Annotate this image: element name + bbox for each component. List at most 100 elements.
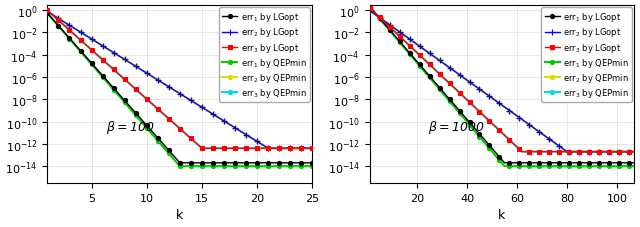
err$_1$ by LGopt bbox=[242, 162, 250, 164]
err$_3$ by LGopt bbox=[198, 147, 206, 150]
err$_2$ by QEPmin bbox=[132, 66, 140, 68]
err$_1$ by QEPmin bbox=[568, 165, 576, 168]
err$_2$ by QEPmin bbox=[242, 134, 250, 136]
err$_1$ by QEPmin bbox=[286, 165, 294, 168]
err$_1$ by LGopt bbox=[209, 162, 217, 164]
err$_1$ by QEPmin bbox=[209, 165, 217, 168]
err$_3$ by QEPmin bbox=[187, 138, 195, 140]
err$_1$ by LGopt bbox=[298, 162, 305, 164]
err$_1$ by LGopt bbox=[286, 162, 294, 164]
err$_1$ by LGopt bbox=[308, 162, 316, 164]
err$_3$ by QEPmin bbox=[198, 147, 206, 150]
err$_3$ by LGopt bbox=[88, 49, 95, 52]
err$_1$ by LGopt bbox=[132, 112, 140, 115]
err$_2$ by QEPmin bbox=[54, 18, 62, 21]
err$_2$ by QEPmin bbox=[445, 67, 453, 70]
err$_3$ by QEPmin bbox=[556, 151, 563, 153]
err$_1$ by QEPmin bbox=[44, 13, 51, 15]
err$_1$ by QEPmin bbox=[603, 165, 611, 168]
err$_3$ by LGopt bbox=[99, 59, 106, 62]
err$_2$ by QEPmin bbox=[121, 59, 129, 62]
err$_1$ by QEPmin bbox=[165, 152, 173, 155]
err$_3$ by QEPmin bbox=[88, 49, 95, 52]
err$_1$ by QEPmin bbox=[616, 165, 623, 168]
err$_2$ by QEPmin bbox=[88, 38, 95, 41]
err$_3$ by QEPmin bbox=[242, 147, 250, 150]
X-axis label: k: k bbox=[176, 209, 184, 222]
err$_1$ by LGopt bbox=[121, 100, 129, 102]
err$_3$ by LGopt bbox=[242, 147, 250, 150]
err$_3$ by QEPmin bbox=[165, 118, 173, 121]
err$_2$ by QEPmin bbox=[365, 10, 373, 13]
err$_2$ by QEPmin bbox=[176, 93, 184, 96]
err$_1$ by QEPmin bbox=[630, 165, 638, 168]
err$_2$ by QEPmin bbox=[143, 72, 150, 75]
err$_3$ by LGopt bbox=[220, 147, 228, 150]
err$_1$ by LGopt bbox=[231, 162, 239, 164]
err$_1$ by QEPmin bbox=[88, 64, 95, 66]
err$_1$ by QEPmin bbox=[77, 51, 84, 54]
err$_3$ by QEPmin bbox=[616, 151, 623, 153]
err$_2$ by LGopt bbox=[231, 127, 239, 130]
Line: err$_1$ by QEPmin: err$_1$ by QEPmin bbox=[367, 5, 637, 168]
err$_2$ by LGopt bbox=[77, 32, 84, 34]
err$_1$ by QEPmin bbox=[154, 140, 162, 142]
err$_1$ by QEPmin bbox=[132, 114, 140, 117]
err$_2$ by LGopt bbox=[66, 25, 74, 27]
err$_1$ by QEPmin bbox=[264, 165, 272, 168]
err$_1$ by QEPmin bbox=[198, 165, 206, 168]
err$_3$ by LGopt bbox=[121, 79, 129, 81]
err$_1$ by QEPmin bbox=[99, 76, 106, 79]
err$_3$ by LGopt bbox=[209, 147, 217, 150]
err$_1$ by LGopt bbox=[99, 75, 106, 78]
Legend: err$_1$ by LGopt, err$_2$ by LGopt, err$_3$ by LGopt, err$_1$ by QEPmin, err$_2$: err$_1$ by LGopt, err$_2$ by LGopt, err$… bbox=[541, 8, 632, 103]
err$_2$ by LGopt bbox=[616, 151, 623, 153]
X-axis label: k: k bbox=[499, 209, 506, 222]
Legend: err$_1$ by LGopt, err$_2$ by LGopt, err$_3$ by LGopt, err$_1$ by QEPmin, err$_2$: err$_1$ by LGopt, err$_2$ by LGopt, err$… bbox=[219, 8, 310, 103]
Line: err$_2$ by LGopt: err$_2$ by LGopt bbox=[367, 9, 637, 155]
err$_2$ by QEPmin bbox=[580, 151, 588, 153]
err$_2$ by QEPmin bbox=[44, 11, 51, 14]
err$_3$ by QEPmin bbox=[253, 147, 261, 150]
err$_1$ by LGopt bbox=[556, 162, 563, 164]
err$_1$ by QEPmin bbox=[253, 165, 261, 168]
err$_2$ by LGopt bbox=[176, 93, 184, 96]
err$_2$ by QEPmin bbox=[165, 86, 173, 89]
err$_1$ by LGopt bbox=[54, 25, 62, 28]
err$_3$ by QEPmin bbox=[630, 151, 638, 153]
Line: err$_2$ by QEPmin: err$_2$ by QEPmin bbox=[45, 10, 314, 151]
err$_1$ by QEPmin bbox=[110, 89, 118, 92]
Line: err$_1$ by LGopt: err$_1$ by LGopt bbox=[45, 12, 314, 165]
err$_2$ by QEPmin bbox=[110, 52, 118, 55]
err$_2$ by QEPmin bbox=[66, 25, 74, 27]
err$_3$ by QEPmin bbox=[568, 151, 576, 153]
err$_1$ by LGopt bbox=[264, 162, 272, 164]
err$_2$ by LGopt bbox=[580, 151, 588, 153]
Line: err$_1$ by LGopt: err$_1$ by LGopt bbox=[367, 5, 637, 165]
err$_3$ by QEPmin bbox=[603, 151, 611, 153]
err$_2$ by LGopt bbox=[198, 106, 206, 109]
err$_2$ by LGopt bbox=[253, 141, 261, 143]
err$_1$ by LGopt bbox=[165, 149, 173, 152]
err$_1$ by QEPmin bbox=[176, 165, 184, 168]
err$_3$ by QEPmin bbox=[286, 147, 294, 150]
Line: err$_1$ by QEPmin: err$_1$ by QEPmin bbox=[45, 12, 314, 168]
err$_3$ by LGopt bbox=[54, 20, 62, 22]
err$_1$ by QEPmin bbox=[54, 25, 62, 28]
err$_2$ by LGopt bbox=[566, 151, 573, 153]
err$_2$ by LGopt bbox=[568, 151, 576, 153]
err$_2$ by QEPmin bbox=[275, 147, 283, 150]
err$_3$ by LGopt bbox=[231, 147, 239, 150]
Line: err$_3$ by QEPmin: err$_3$ by QEPmin bbox=[45, 9, 314, 151]
err$_3$ by QEPmin bbox=[44, 10, 51, 13]
err$_2$ by LGopt bbox=[121, 59, 129, 62]
err$_2$ by LGopt bbox=[264, 147, 272, 150]
err$_1$ by LGopt bbox=[187, 162, 195, 164]
err$_2$ by LGopt bbox=[286, 147, 294, 150]
err$_3$ by LGopt bbox=[253, 147, 261, 150]
err$_1$ by LGopt bbox=[630, 162, 638, 164]
err$_2$ by QEPmin bbox=[616, 151, 623, 153]
err$_1$ by QEPmin bbox=[365, 6, 373, 9]
err$_3$ by QEPmin bbox=[445, 83, 453, 85]
err$_3$ by LGopt bbox=[286, 147, 294, 150]
